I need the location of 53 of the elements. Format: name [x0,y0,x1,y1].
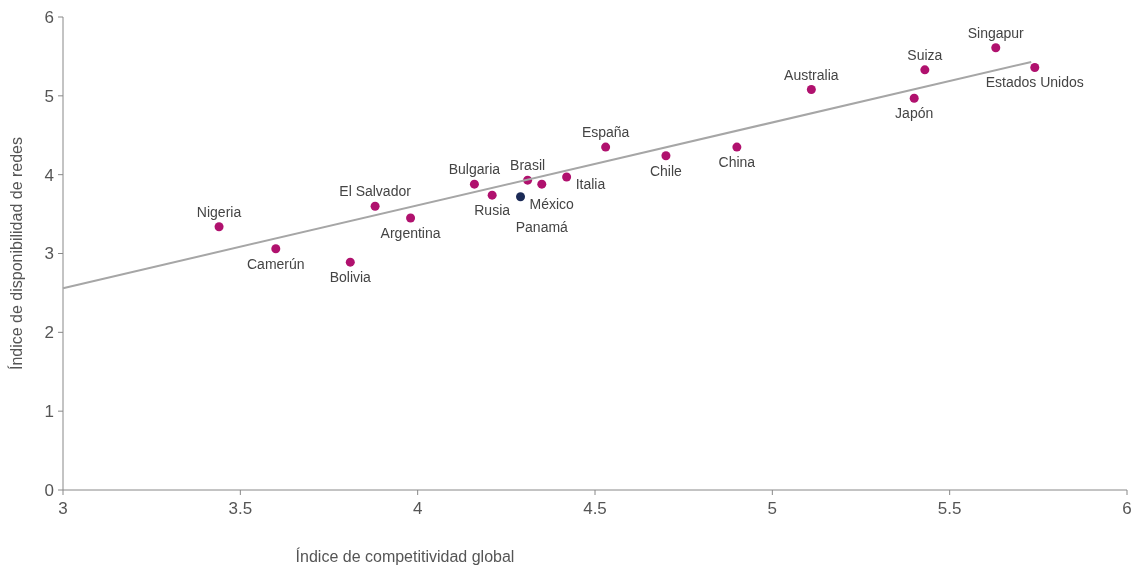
point [487,190,497,200]
annotation: Japón [895,105,934,122]
annotation: Panamá [515,219,569,236]
annotation: Singapur [967,24,1025,41]
annotation: Nigeria [196,203,242,220]
y-axis-title: Índice de disponibilidad de redes [7,136,25,371]
annotation: Suiza [907,46,943,63]
point [469,179,479,189]
point [406,213,416,223]
point [516,192,526,202]
annotation: Italia [575,176,606,193]
annotation: Bolivia [329,269,372,286]
x-axis-title: Índice de competitividad global [295,547,515,565]
point [732,142,742,152]
x-tick-label: 3 [58,499,68,518]
point [920,65,930,75]
y-tick-label: 3 [44,244,54,264]
x-tick-label: 5 [767,499,778,518]
annotation: Estados Unidos [985,74,1084,91]
annotation: México [529,195,575,212]
x-tick-label: 4 [412,499,423,518]
point [271,244,281,254]
y-tick-label: 4 [44,165,54,185]
point [370,201,380,211]
annotation: Rusia [474,202,511,219]
point [214,222,224,232]
annotation: El Salvador [339,183,412,200]
point [661,151,671,161]
annotation: Camerún [247,255,305,272]
y-tick-label: 5 [44,86,54,106]
annotation: Australia [784,66,839,83]
point [562,172,572,182]
x-tick-label: 6 [1122,499,1132,518]
point [806,85,816,95]
point [537,179,547,189]
point [909,93,919,103]
annotation: China [718,154,756,171]
x-tick-label: 4.5 [583,499,607,518]
annotation: Chile [649,162,683,179]
y-tick-label: 2 [44,323,54,343]
point [345,257,355,267]
point [1030,62,1040,72]
y-tick-label: 1 [44,402,54,422]
annotation: Brasil [510,157,546,174]
x-tick-label: 5.5 [937,499,962,518]
y-tick-label: 6 [44,7,54,27]
x-tick-label: 3.5 [228,499,253,518]
point [991,43,1001,53]
point [601,142,611,152]
annotation: España [581,124,630,141]
annotation: Bulgaria [448,161,501,178]
y-tick-label: 0 [44,480,54,500]
annotation: Argentina [380,225,441,242]
